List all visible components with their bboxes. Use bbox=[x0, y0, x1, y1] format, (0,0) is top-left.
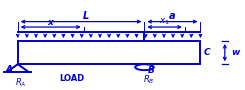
Text: x: x bbox=[48, 18, 54, 27]
Text: A: A bbox=[6, 65, 13, 74]
Polygon shape bbox=[7, 64, 29, 72]
Text: $x_1$: $x_1$ bbox=[159, 16, 170, 27]
Text: a: a bbox=[169, 11, 176, 21]
Text: $R_B$: $R_B$ bbox=[143, 73, 155, 86]
Text: B: B bbox=[148, 66, 155, 75]
Circle shape bbox=[135, 64, 154, 70]
Text: LOAD: LOAD bbox=[59, 74, 84, 83]
Text: C: C bbox=[203, 48, 210, 57]
Bar bbox=[18, 41, 200, 64]
Text: $R_A$: $R_A$ bbox=[15, 77, 26, 89]
Text: w: w bbox=[231, 48, 239, 57]
Text: L: L bbox=[83, 11, 89, 21]
